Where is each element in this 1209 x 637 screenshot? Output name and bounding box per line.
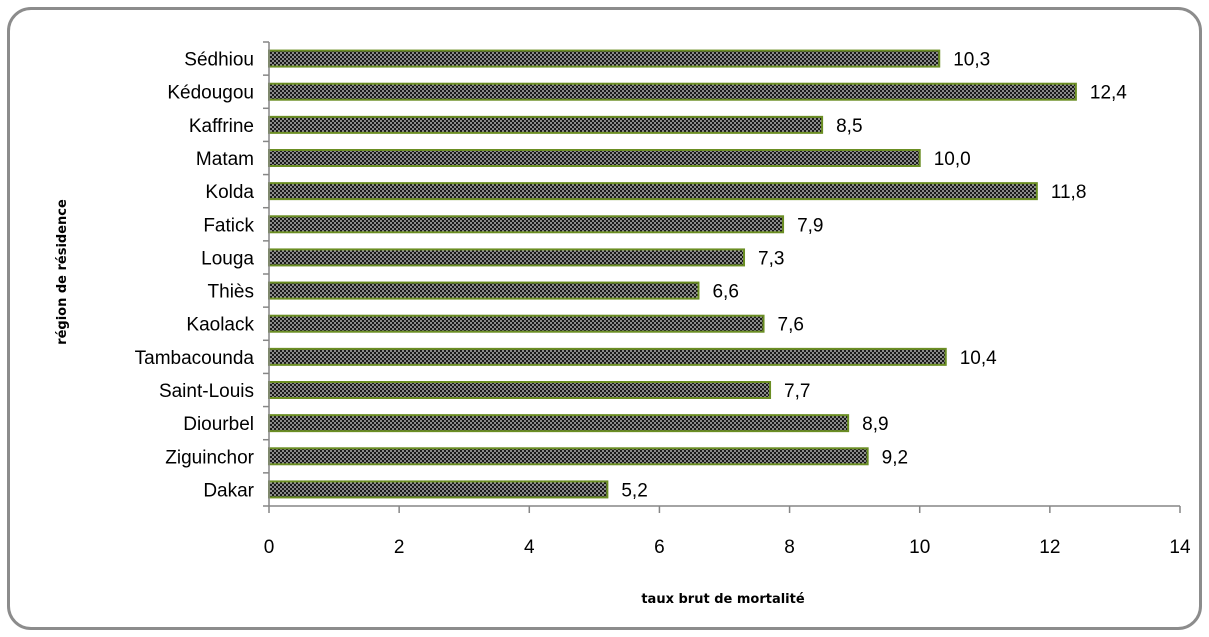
x-tick-label-2: 2 [394,537,405,558]
category-label-diourbel: Diourbel [183,414,254,435]
bar-saint-louis [268,381,772,399]
bar-kaffrine [268,115,824,134]
x-axis-label: taux brut de mortalité [641,592,805,607]
x-tick-label-12: 12 [1039,537,1060,558]
category-label-kaffrine: Kaffrine [189,116,254,137]
bar-thies [268,281,700,300]
bar-dakar [268,480,609,499]
value-label-louga: 7,3 [758,248,784,269]
value-label-fatick: 7,9 [797,215,823,236]
axes-group: Dakar Ziguinchor Diourbel Saint-Louis Tambac… [135,41,1191,558]
value-label-kolda: 11,8 [1051,182,1087,203]
category-label-saint-louis: Saint-Louis [159,381,254,402]
value-label-matam: 10,0 [934,149,971,170]
bar-kedougou [268,82,1077,101]
category-label-louga: Louga [201,248,254,269]
bar-ziguinchor [268,447,869,466]
bar-tambacounda [268,347,947,366]
category-label-kaolack: Kaolack [186,315,254,336]
bar-matam [268,149,921,167]
value-label-sedhiou: 10,3 [953,50,990,71]
value-label-ziguinchor: 9,2 [882,447,908,468]
value-label-saint-louis: 7,7 [784,381,810,402]
bar-diourbel [268,414,850,433]
y-axis-label: région de résidence [55,199,70,345]
category-label-ziguinchor: Ziguinchor [165,447,254,468]
value-label-kaffrine: 8,5 [836,116,862,137]
x-tick-label-14: 14 [1169,537,1191,558]
category-label-matam: Matam [196,149,254,170]
value-label-dakar: 5,2 [621,480,647,501]
value-label-tambacounda: 10,4 [960,348,997,369]
value-label-kaolack: 7,6 [778,315,804,336]
bar-louga [268,248,746,267]
category-label-tambacounda: Tambacounda [135,348,255,369]
category-label-sedhiou: Sédhiou [184,50,254,71]
x-tick-label-6: 6 [654,537,665,558]
category-label-kedougou: Kédougou [167,83,254,104]
bar-kaolack [268,314,765,333]
category-label-dakar: Dakar [203,480,254,501]
value-label-thies: 6,6 [712,282,738,303]
bar-kolda [268,182,1038,201]
bar-sedhiou [268,49,941,68]
x-tick-label-0: 0 [264,537,275,558]
category-label-fatick: Fatick [203,215,254,236]
category-label-thies: Thiès [208,282,254,303]
value-label-diourbel: 8,9 [862,414,888,435]
value-label-kedougou: 12,4 [1090,83,1127,104]
category-label-kolda: Kolda [205,182,254,203]
x-tick-label-4: 4 [524,537,535,558]
x-tick-label-10: 10 [909,537,930,558]
x-tick-label-8: 8 [784,537,795,558]
bars-group: 5,2 9,2 8,9 7,7 10,4 7,6 6,6 7,3 7,9 11,8 10,0 8,5 1… [268,49,1127,501]
bar-fatick [268,215,785,234]
